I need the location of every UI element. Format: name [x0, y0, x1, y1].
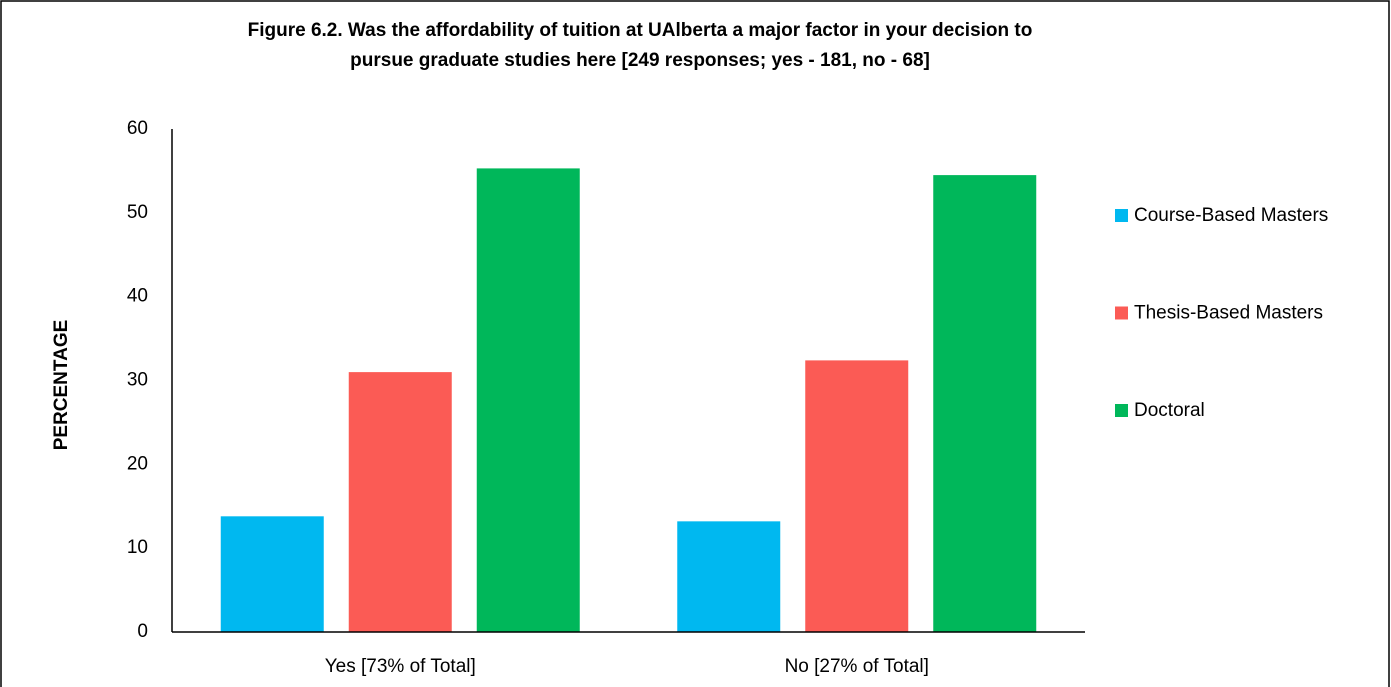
legend-label: Thesis-Based Masters — [1134, 303, 1323, 324]
bar — [348, 372, 452, 632]
chart-title: Figure 6.2. Was the affordability of tui… — [248, 20, 1033, 41]
legend-swatch — [1115, 306, 1128, 320]
legend-swatch — [1115, 209, 1128, 222]
bar — [677, 521, 781, 632]
chart-title: pursue graduate studies here [249 respon… — [350, 50, 930, 71]
y-tick-label: 30 — [127, 370, 148, 391]
bar — [476, 168, 580, 632]
bar — [805, 360, 909, 632]
x-tick-label: No [27% of Total] — [785, 656, 929, 677]
bar — [220, 516, 324, 632]
y-tick-label: 60 — [127, 118, 148, 139]
legend-label: Course-Based Masters — [1134, 205, 1328, 226]
x-tick-label: Yes [73% of Total] — [325, 656, 476, 677]
y-axis-label: PERCENTAGE — [51, 320, 72, 451]
y-tick-label: 10 — [127, 537, 148, 558]
y-tick-label: 50 — [127, 202, 148, 223]
y-tick-label: 20 — [127, 453, 148, 474]
bar — [933, 175, 1037, 632]
legend-swatch — [1115, 404, 1128, 417]
legend-label: Doctoral — [1134, 400, 1205, 421]
y-tick-label: 0 — [137, 621, 148, 642]
y-tick-label: 40 — [127, 286, 148, 307]
